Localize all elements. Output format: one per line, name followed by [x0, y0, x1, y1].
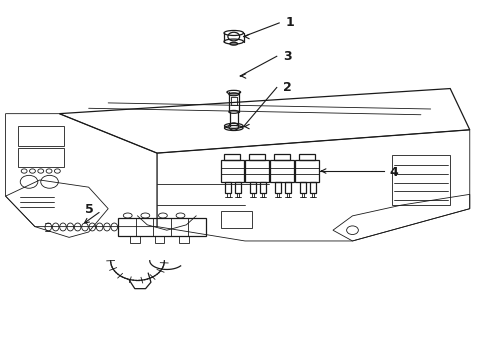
Bar	[270, 160, 294, 182]
Bar	[155, 235, 164, 243]
Text: 5: 5	[85, 203, 94, 216]
Bar	[224, 154, 240, 160]
Bar	[249, 154, 265, 160]
Bar	[299, 154, 315, 160]
Bar	[392, 155, 450, 205]
Bar	[179, 235, 189, 243]
Bar	[18, 148, 64, 167]
Bar	[245, 160, 269, 182]
Bar	[130, 235, 140, 243]
Bar	[310, 182, 316, 193]
Bar	[235, 182, 241, 193]
Bar	[225, 182, 231, 193]
Bar	[18, 126, 64, 146]
Bar	[275, 182, 281, 193]
Bar	[300, 182, 306, 193]
Text: 2: 2	[283, 81, 292, 94]
Bar	[260, 182, 266, 193]
Text: 3: 3	[283, 50, 292, 63]
Text: 4: 4	[390, 166, 398, 179]
Bar	[274, 154, 290, 160]
Bar	[250, 182, 256, 193]
Bar	[118, 219, 206, 235]
Bar	[295, 160, 319, 182]
Bar	[220, 160, 244, 182]
Text: 1: 1	[285, 17, 294, 30]
Bar	[220, 211, 252, 228]
Bar	[285, 182, 291, 193]
